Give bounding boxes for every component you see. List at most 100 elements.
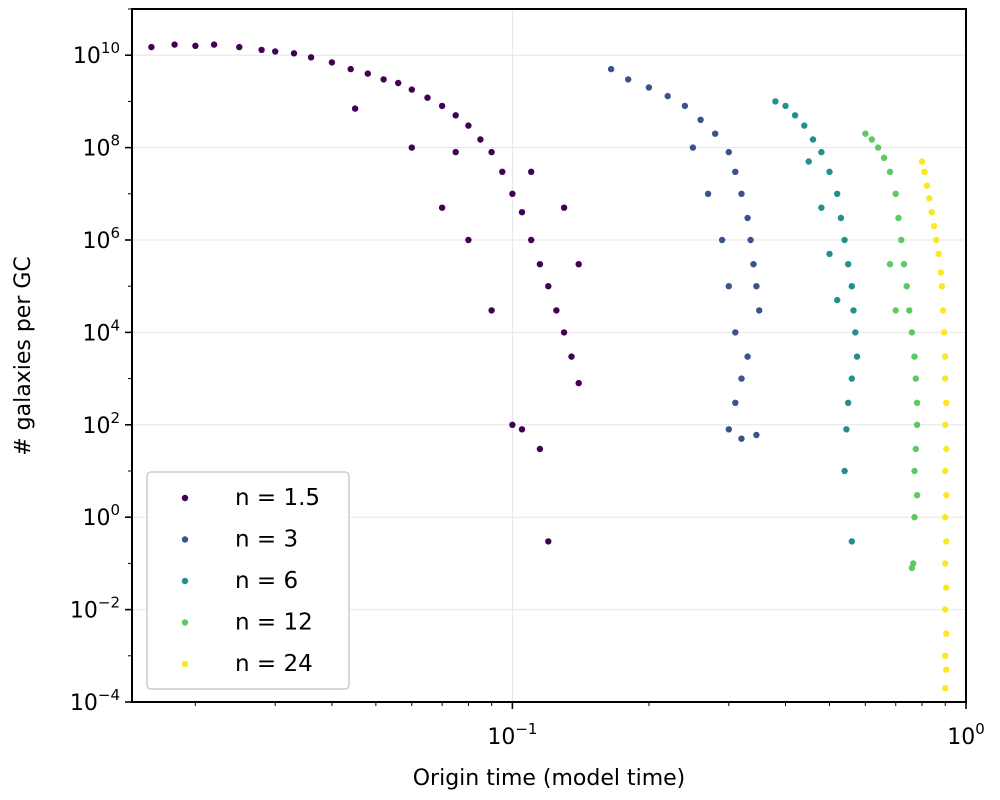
data-point <box>943 666 950 673</box>
data-point <box>744 353 751 360</box>
data-point <box>395 79 402 87</box>
y-tick-label: 108 <box>82 132 120 162</box>
data-point <box>943 584 950 591</box>
data-point <box>307 54 315 61</box>
legend-marker <box>181 660 189 668</box>
data-point <box>868 136 875 143</box>
data-point <box>850 307 857 314</box>
data-point <box>210 41 218 48</box>
data-point <box>465 122 472 129</box>
y-tick-label: 102 <box>82 409 120 439</box>
x-tick-label: 100 <box>947 720 985 750</box>
data-point <box>862 130 869 137</box>
data-point <box>528 168 535 175</box>
data-point <box>913 421 921 428</box>
y-tick-label: 10−2 <box>70 594 120 624</box>
data-point <box>841 467 848 475</box>
data-point <box>809 136 817 143</box>
data-point <box>908 329 916 336</box>
data-point <box>738 375 745 382</box>
data-point <box>845 399 852 406</box>
data-point <box>553 307 560 314</box>
data-point <box>575 379 582 387</box>
data-point <box>942 684 949 692</box>
data-point <box>380 76 387 83</box>
data-point <box>756 307 763 314</box>
y-tick-label: 10−4 <box>70 686 120 716</box>
data-point <box>258 46 265 54</box>
data-point <box>725 148 732 156</box>
data-point <box>906 307 913 314</box>
data-point <box>942 652 949 659</box>
series-points <box>148 41 950 692</box>
data-point <box>853 353 861 360</box>
legend-marker <box>181 619 189 626</box>
data-point <box>192 42 199 49</box>
data-point <box>744 214 751 222</box>
data-point <box>930 222 938 230</box>
data-point <box>518 209 526 216</box>
data-point <box>664 92 671 100</box>
data-point <box>880 154 888 161</box>
y-tick-label: 104 <box>82 316 120 346</box>
data-point <box>826 250 833 258</box>
data-point <box>477 136 484 143</box>
data-point <box>834 296 841 304</box>
data-point <box>943 492 950 499</box>
data-point <box>747 236 754 244</box>
data-point <box>499 168 506 175</box>
data-point <box>488 148 495 156</box>
data-point <box>545 538 552 545</box>
y-axis-label: # galaxies per GC <box>11 256 36 456</box>
legend-label: n = 12 <box>235 610 313 636</box>
data-point <box>943 445 950 453</box>
data-point <box>750 261 757 268</box>
series-4 <box>918 158 950 692</box>
data-point <box>272 48 279 55</box>
data-point <box>236 43 243 51</box>
data-point <box>834 190 841 197</box>
legend-marker <box>181 536 189 543</box>
data-point <box>328 59 336 66</box>
data-point <box>913 399 921 406</box>
x-axis-label: Origin time (model time) <box>413 766 686 791</box>
data-point <box>732 399 739 406</box>
legend-label: n = 3 <box>235 527 298 553</box>
legend-label: n = 6 <box>235 568 298 594</box>
series-0 <box>148 41 582 545</box>
data-point <box>848 283 855 290</box>
data-point <box>938 283 946 290</box>
data-point <box>926 195 933 202</box>
data-point <box>568 353 575 360</box>
data-point <box>937 269 944 276</box>
data-point <box>718 236 726 244</box>
data-point <box>575 261 582 268</box>
data-point <box>351 105 359 112</box>
data-point <box>921 168 928 175</box>
legend-label: n = 24 <box>235 651 313 677</box>
data-point <box>509 421 516 428</box>
data-point <box>886 168 894 175</box>
legend-marker <box>181 494 189 502</box>
plot-frame <box>131 8 967 703</box>
data-point <box>171 41 178 48</box>
data-point <box>912 445 919 453</box>
data-point <box>841 236 848 244</box>
axis-ticks: 10−4 10−2 100 102 104 106 108 1010 10−1 100 <box>70 8 985 750</box>
data-point <box>942 514 949 521</box>
data-point <box>681 102 689 110</box>
data-point <box>942 606 949 613</box>
data-point <box>452 112 459 119</box>
data-point <box>911 467 918 475</box>
data-point <box>753 283 760 290</box>
data-point <box>942 353 949 360</box>
y-tick-label: 1010 <box>73 39 120 69</box>
y-tick-label: 100 <box>82 501 120 531</box>
data-point <box>438 102 446 110</box>
data-point <box>536 445 544 453</box>
data-point <box>712 130 719 137</box>
legend-label: n = 1.5 <box>235 485 320 511</box>
data-point <box>732 329 739 336</box>
data-point <box>837 214 845 222</box>
data-point <box>848 538 855 545</box>
